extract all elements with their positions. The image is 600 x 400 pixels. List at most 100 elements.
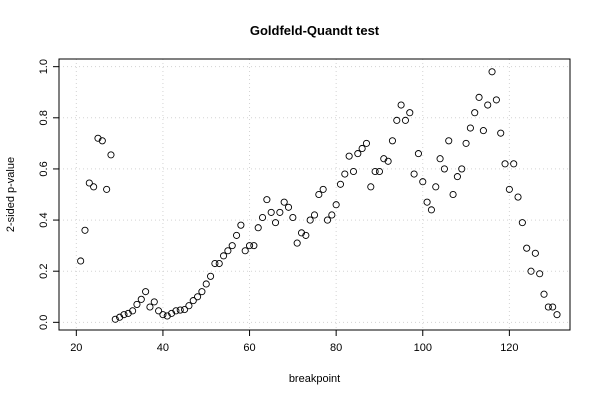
data-point xyxy=(484,101,492,109)
data-point xyxy=(90,183,98,191)
data-point xyxy=(384,157,392,165)
data-point xyxy=(245,242,254,250)
data-point xyxy=(466,124,474,132)
chart-title: Goldfeld-Quandt test xyxy=(250,23,380,38)
data-point xyxy=(445,137,453,145)
data-point xyxy=(553,311,561,319)
data-point xyxy=(479,127,487,135)
data-point xyxy=(336,180,345,188)
x-tick-label: 60 xyxy=(243,342,255,354)
data-point xyxy=(440,165,448,173)
data-point xyxy=(358,144,366,153)
data-point xyxy=(436,155,444,163)
data-point xyxy=(410,170,418,178)
x-axis: 20 40 60 80 100 120 xyxy=(70,330,519,354)
data-point xyxy=(371,167,379,176)
data-point xyxy=(475,93,483,101)
y-axis: 0.0 0.2 0.4 0.6 0.8 1.0 xyxy=(38,59,59,330)
x-tick-label: 40 xyxy=(157,342,169,354)
data-point xyxy=(414,150,422,158)
data-point xyxy=(181,305,189,314)
data-point xyxy=(388,137,396,145)
data-point xyxy=(207,272,215,280)
data-point xyxy=(254,224,262,232)
x-tick-label: 20 xyxy=(70,342,82,354)
data-point xyxy=(432,183,440,191)
data-point xyxy=(458,165,466,173)
data-point xyxy=(319,185,327,193)
data-point xyxy=(419,178,427,186)
data-point xyxy=(406,109,414,117)
data-point xyxy=(345,152,353,160)
data-point xyxy=(462,139,470,147)
data-points xyxy=(77,68,561,323)
data-point xyxy=(375,167,384,176)
data-point xyxy=(215,259,223,268)
data-point xyxy=(315,190,323,199)
data-point xyxy=(302,231,310,239)
data-point xyxy=(536,270,544,278)
data-point xyxy=(427,206,435,214)
y-tick-label: 0.4 xyxy=(38,212,50,227)
data-point xyxy=(362,139,371,147)
data-point xyxy=(354,150,362,158)
data-point xyxy=(280,198,288,206)
data-point xyxy=(349,167,358,176)
data-point xyxy=(523,244,531,252)
data-point xyxy=(271,219,280,227)
data-point xyxy=(341,170,349,178)
data-point xyxy=(328,211,336,219)
data-point xyxy=(310,211,319,219)
data-point xyxy=(241,247,249,255)
data-point xyxy=(453,173,461,181)
data-point xyxy=(211,259,219,268)
data-point xyxy=(449,190,457,199)
data-point xyxy=(233,231,241,239)
y-tick-label: 1.0 xyxy=(38,59,50,74)
x-tick-label: 100 xyxy=(414,342,432,354)
data-point xyxy=(103,185,111,193)
data-point xyxy=(228,242,236,250)
data-point xyxy=(514,193,522,201)
data-point xyxy=(98,137,106,145)
x-tick-label: 120 xyxy=(500,342,518,354)
data-point xyxy=(77,257,85,265)
y-axis-label: 2-sided p-value xyxy=(5,157,17,232)
data-point xyxy=(527,267,535,275)
data-point xyxy=(267,208,275,216)
data-point xyxy=(549,303,557,311)
data-point xyxy=(367,183,375,191)
data-point xyxy=(497,129,505,137)
x-axis-label: breakpoint xyxy=(289,373,340,385)
data-point xyxy=(198,288,206,296)
data-point xyxy=(137,295,145,303)
data-point xyxy=(155,307,163,315)
data-point xyxy=(531,249,539,257)
data-point xyxy=(142,288,150,296)
data-point xyxy=(250,242,258,250)
data-point xyxy=(107,151,115,159)
data-point xyxy=(202,280,210,288)
data-point xyxy=(172,307,180,315)
x-tick-label: 80 xyxy=(330,342,342,354)
data-point xyxy=(176,306,184,314)
data-point xyxy=(146,303,154,311)
plot-frame xyxy=(58,58,571,331)
data-point xyxy=(185,302,193,310)
data-point xyxy=(501,160,509,168)
y-tick-label: 0.2 xyxy=(38,264,50,279)
data-point xyxy=(544,303,552,311)
data-point xyxy=(510,160,518,168)
data-point xyxy=(150,298,158,306)
data-point xyxy=(323,216,332,224)
data-point xyxy=(393,116,401,124)
data-point xyxy=(220,252,228,260)
data-point xyxy=(111,315,119,323)
data-point xyxy=(85,179,93,187)
data-point xyxy=(505,185,513,193)
y-tick-label: 0.0 xyxy=(38,315,50,330)
data-point xyxy=(194,293,202,301)
data-point xyxy=(81,226,89,234)
y-tick-label: 0.8 xyxy=(38,110,50,125)
